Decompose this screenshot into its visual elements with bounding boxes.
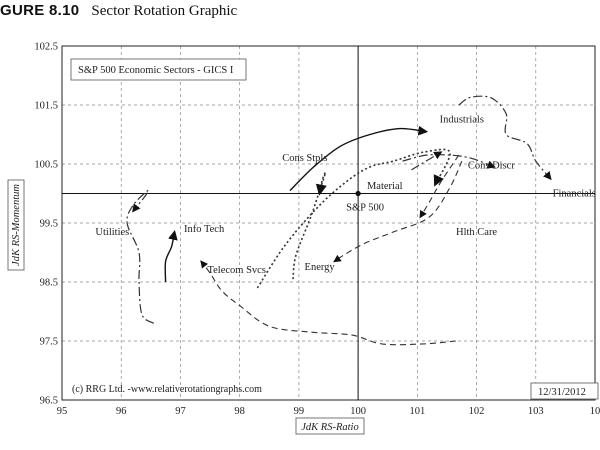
x-tick-label: 95	[57, 406, 68, 417]
x-tick-label: 96	[116, 406, 127, 417]
label-info-tech: Info Tech	[184, 224, 225, 235]
label-financials: Financials	[553, 188, 596, 199]
y-axis-label: JdK RS-Momentum	[11, 184, 22, 266]
label-telecom-svcs: Telecom Svcs	[207, 265, 265, 276]
date-box	[530, 382, 599, 400]
axes: 95 96 97 98 99 100 101 102 103 10 96.5 97.5 98.5 99.5…	[34, 42, 600, 418]
label-industrials: Industrials	[440, 115, 484, 126]
benchmark-point	[355, 190, 361, 197]
plot-frame	[61, 45, 596, 401]
benchmark-label: S&P 500	[346, 203, 384, 214]
label-cons-discr: Cons Discr	[468, 161, 515, 172]
figure-title: GURE 8.10 Sector Rotation Graphic	[0, 2, 237, 26]
trail-hlth-care	[419, 154, 460, 219]
figure-number: GURE 8.10	[0, 2, 80, 19]
label-hlth-care: Hlth Care	[456, 227, 497, 238]
figure-caption: Sector Rotation Graphic	[91, 3, 238, 19]
y-tick-label: 98.5	[40, 278, 58, 289]
y-tick-label: 101.5	[34, 101, 58, 112]
label-energy: Energy	[305, 262, 336, 273]
trail-telecom-svcs	[200, 260, 456, 346]
label-cons-stpls: Cons Stpls	[282, 153, 327, 164]
x-tick-label: 99	[294, 406, 305, 417]
x-tick-label: 10	[590, 406, 600, 417]
trail-utilities	[126, 189, 155, 324]
x-tick-label: 103	[528, 406, 544, 417]
trail-energy	[333, 160, 463, 263]
x-tick-label: 102	[469, 406, 485, 417]
x-axis-label: JdK RS-Ratio	[301, 422, 358, 433]
grid-lines	[62, 46, 595, 400]
x-tick-label: 101	[409, 406, 425, 417]
y-tick-label: 97.5	[40, 337, 58, 348]
y-tick-label: 102.5	[34, 42, 58, 53]
x-tick-label: 100	[350, 406, 366, 417]
trail-info-tech	[164, 229, 178, 283]
date-label: 12/31/2012	[538, 387, 586, 398]
label-utilities: Utilities	[95, 227, 129, 238]
trail-cons-discr	[402, 153, 496, 169]
chart-title: S&P 500 Economic Sectors - GICS I	[78, 65, 234, 76]
credit-label: (c) RRG Ltd. -www.relativerotationgraphs…	[72, 384, 262, 395]
y-tick-label: 100.5	[34, 160, 58, 171]
x-tick-label: 97	[175, 406, 186, 417]
y-tick-label: 96.5	[40, 396, 58, 407]
trail-cons-stpls	[292, 171, 327, 280]
trail-financials	[458, 95, 552, 181]
sector-labels: Industrials Financials Cons Discr Cons Stpl…	[95, 115, 595, 276]
trail-material	[256, 148, 451, 289]
chart-title-box	[70, 58, 247, 81]
trail-unlabeled	[411, 151, 443, 171]
y-tick-label: 99.5	[40, 219, 58, 230]
label-material: Material	[367, 181, 403, 192]
y-axis-label-box	[7, 179, 25, 271]
sector-trails	[126, 95, 552, 346]
trail-industrials	[289, 125, 429, 192]
x-tick-label: 98	[234, 406, 245, 417]
x-axis-label-box	[295, 417, 365, 435]
